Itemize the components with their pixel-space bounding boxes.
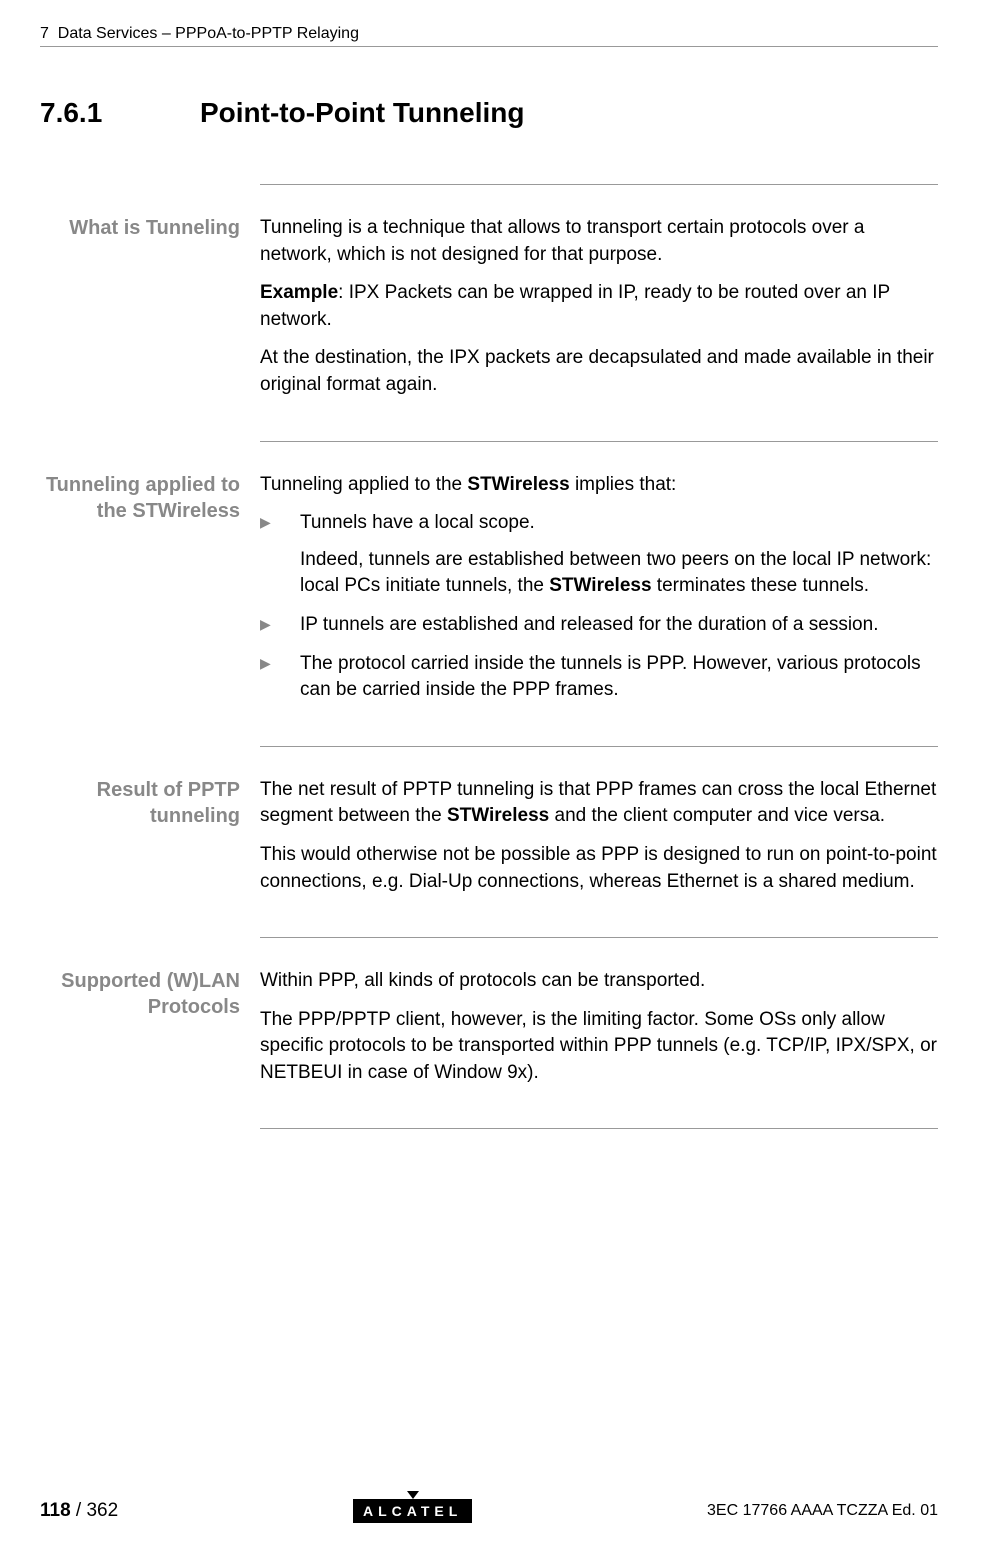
page-footer: 118 / 362 ALCATEL 3EC 17766 AAAA TCZZA E… — [0, 1499, 998, 1523]
body-protocols: Within PPP, all kinds of protocols can b… — [260, 968, 938, 1098]
text: : IPX Packets can be wrapped in IP, read… — [260, 282, 890, 330]
list-item: ▶ IP tunnels are established and release… — [260, 612, 938, 639]
block-applied: Tunneling applied to the STWireless Tunn… — [40, 472, 938, 716]
body-result: The net result of PPTP tunneling is that… — [260, 777, 938, 907]
chapter-number: 7 — [40, 25, 49, 42]
bullet-icon: ▶ — [260, 615, 271, 635]
paragraph: At the destination, the IPX packets are … — [260, 345, 938, 398]
sidebar-label-tunneling: What is Tunneling — [40, 215, 260, 411]
page-total: / 362 — [71, 1500, 119, 1521]
paragraph: The PPP/PPTP client, however, is the lim… — [260, 1007, 938, 1087]
logo-triangle-icon — [407, 1491, 419, 1499]
bold-text: Example — [260, 282, 338, 303]
section-number: 7.6.1 — [40, 97, 200, 129]
divider — [260, 184, 938, 185]
text: The protocol carried inside the tunnels … — [300, 653, 921, 701]
bullet-icon: ▶ — [260, 654, 271, 674]
text: IP tunnels are established and released … — [300, 614, 878, 635]
divider — [260, 746, 938, 747]
body-applied: Tunneling applied to the STWireless impl… — [260, 472, 938, 716]
alcatel-logo: ALCATEL — [353, 1499, 472, 1523]
bold-text: STWireless — [447, 805, 549, 826]
section-heading: 7.6.1Point‑to‑Point Tunneling — [40, 97, 938, 129]
block-tunneling: What is Tunneling Tunneling is a techniq… — [40, 215, 938, 411]
section-title: Point‑to‑Point Tunneling — [200, 97, 525, 128]
sidebar-label-result: Result of PPTP tunneling — [40, 777, 260, 907]
page-header: 7 Data Services – PPPoA‑to‑PPTP Relaying — [40, 20, 938, 47]
bullet-list: ▶ Tunnels have a local scope. Indeed, tu… — [260, 510, 938, 704]
bullet-icon: ▶ — [260, 513, 271, 533]
paragraph: Tunneling applied to the STWireless impl… — [260, 472, 938, 499]
divider — [260, 1128, 938, 1129]
text: implies that: — [570, 474, 677, 495]
block-result: Result of PPTP tunneling The net result … — [40, 777, 938, 907]
text: Tunneling applied to the — [260, 474, 467, 495]
paragraph: The net result of PPTP tunneling is that… — [260, 777, 938, 830]
sidebar-label-applied: Tunneling applied to the STWireless — [40, 472, 260, 716]
logo-text: ALCATEL — [363, 1503, 462, 1519]
bold-text: STWireless — [467, 474, 569, 495]
block-protocols: Supported (W)LAN Protocols Within PPP, a… — [40, 968, 938, 1098]
divider — [260, 937, 938, 938]
page-number: 118 / 362 — [40, 1500, 118, 1522]
text: terminates these tunnels. — [652, 575, 870, 596]
document-reference: 3EC 17766 AAAA TCZZA Ed. 01 — [707, 1502, 938, 1520]
sidebar-label-protocols: Supported (W)LAN Protocols — [40, 968, 260, 1098]
bold-text: STWireless — [549, 575, 651, 596]
list-item: ▶ The protocol carried inside the tunnel… — [260, 651, 938, 704]
paragraph: Tunneling is a technique that allows to … — [260, 215, 938, 268]
text: and the client computer and vice versa. — [549, 805, 885, 826]
paragraph: This would otherwise not be possible as … — [260, 842, 938, 895]
body-tunneling: Tunneling is a technique that allows to … — [260, 215, 938, 411]
paragraph: Indeed, tunnels are established between … — [300, 547, 938, 600]
divider — [260, 441, 938, 442]
paragraph: Within PPP, all kinds of protocols can b… — [260, 968, 938, 995]
page-current: 118 — [40, 1500, 71, 1521]
text: Tunnels have a local scope. — [300, 512, 535, 533]
chapter-title: Data Services – PPPoA‑to‑PPTP Relaying — [58, 25, 359, 42]
paragraph: Example: IPX Packets can be wrapped in I… — [260, 280, 938, 333]
list-item: ▶ Tunnels have a local scope. Indeed, tu… — [260, 510, 938, 600]
